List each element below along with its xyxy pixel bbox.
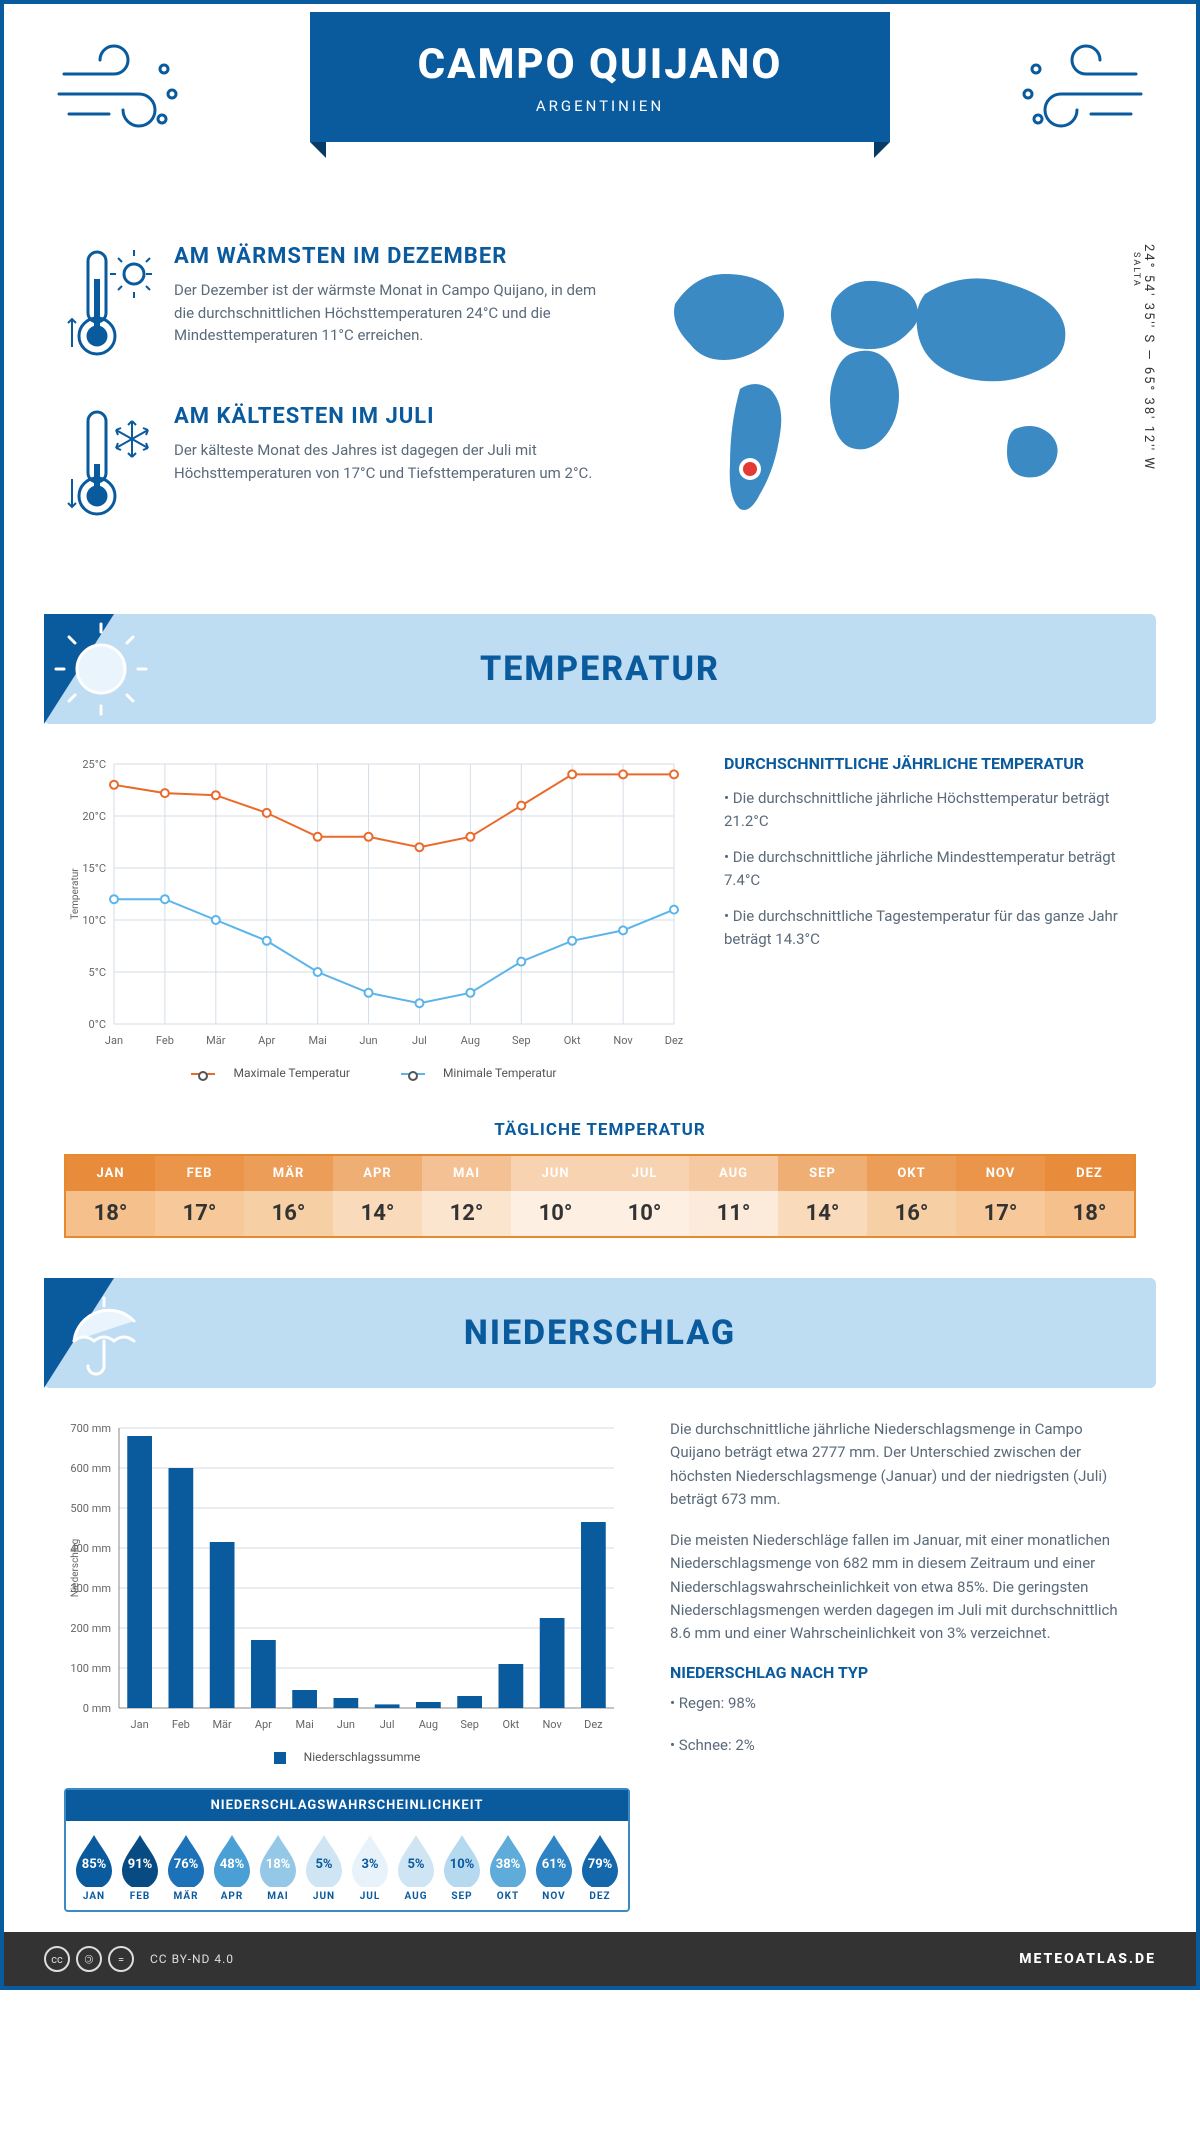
svg-text:Dez: Dez (665, 1034, 684, 1047)
svg-text:Jul: Jul (380, 1718, 395, 1731)
svg-text:Jul: Jul (412, 1034, 427, 1047)
precip-section-banner: NIEDERSCHLAG (44, 1278, 1156, 1388)
svg-text:Aug: Aug (419, 1718, 438, 1731)
svg-text:Mai: Mai (309, 1034, 327, 1047)
probability-drop: 48% APR (210, 1833, 254, 1902)
header-banner: CAMPO QUIJANO ARGENTINIEN (4, 4, 1196, 204)
svg-text:5°C: 5°C (89, 966, 106, 979)
daily-temp-title: TÄGLICHE TEMPERATUR (4, 1120, 1196, 1140)
svg-text:Jun: Jun (337, 1718, 355, 1731)
coldest-fact: AM KÄLTESTEN IM JULI Der kälteste Monat … (64, 404, 605, 528)
probability-drop: 76% MÄR (164, 1833, 208, 1902)
precip-type-2: • Schnee: 2% (670, 1734, 1136, 1757)
svg-text:Jan: Jan (105, 1034, 123, 1047)
footer: cc 🄯 = CC BY-ND 4.0 METEOATLAS.DE (4, 1932, 1196, 1986)
precip-heading: NIEDERSCHLAG (44, 1313, 1156, 1353)
coldest-title: AM KÄLTESTEN IM JULI (174, 404, 605, 429)
warmest-body: Der Dezember ist der wärmste Monat in Ca… (174, 279, 605, 347)
svg-text:Jan: Jan (131, 1718, 149, 1731)
precip-chart-legend: Niederschlagssumme (64, 1750, 630, 1764)
world-map (645, 244, 1105, 524)
probability-drop: 38% OKT (486, 1833, 530, 1902)
svg-text:25°C: 25°C (82, 758, 106, 771)
warmest-title: AM WÄRMSTEN IM DEZEMBER (174, 244, 605, 269)
temp-section-banner: TEMPERATUR (44, 614, 1156, 724)
coldest-body: Der kälteste Monat des Jahres ist dagege… (174, 439, 605, 484)
svg-text:500 mm: 500 mm (70, 1502, 111, 1515)
temp-note-3: • Die durchschnittliche Tagestemperatur … (724, 905, 1136, 950)
svg-text:10°C: 10°C (82, 914, 106, 927)
precip-type-1: • Regen: 98% (670, 1692, 1136, 1715)
warmest-fact: AM WÄRMSTEN IM DEZEMBER Der Dezember ist… (64, 244, 605, 368)
svg-text:Apr: Apr (258, 1034, 275, 1047)
temp-notes-heading: DURCHSCHNITTLICHE JÄHRLICHE TEMPERATUR (724, 754, 1136, 773)
brand-name: METEOATLAS.DE (1019, 1951, 1156, 1967)
svg-text:Jun: Jun (359, 1034, 377, 1047)
page-title: CAMPO QUIJANO (310, 40, 890, 89)
coordinates: 24° 54' 35'' S — 65° 38' 12'' W SALTA (1131, 244, 1156, 471)
svg-text:Okt: Okt (564, 1034, 581, 1047)
temp-note-1: • Die durchschnittliche jährliche Höchst… (724, 787, 1136, 832)
svg-text:200 mm: 200 mm (70, 1622, 111, 1635)
temp-heading: TEMPERATUR (44, 649, 1156, 689)
svg-text:0 mm: 0 mm (83, 1702, 111, 1715)
svg-text:Dez: Dez (584, 1718, 603, 1731)
svg-text:Feb: Feb (156, 1034, 174, 1047)
svg-text:600 mm: 600 mm (70, 1462, 111, 1475)
precip-paragraph-1: Die durchschnittliche jährliche Niedersc… (670, 1418, 1136, 1511)
svg-text:100 mm: 100 mm (70, 1662, 111, 1675)
probability-drop: 5% JUN (302, 1833, 346, 1902)
svg-text:Sep: Sep (460, 1718, 479, 1731)
page-subtitle: ARGENTINIEN (310, 97, 890, 115)
svg-text:Aug: Aug (461, 1034, 480, 1047)
temp-note-2: • Die durchschnittliche jährliche Mindes… (724, 846, 1136, 891)
precip-paragraph-2: Die meisten Niederschläge fallen im Janu… (670, 1529, 1136, 1645)
svg-text:Temperatur: Temperatur (70, 868, 81, 920)
probability-drop: 5% AUG (394, 1833, 438, 1902)
license-badge: cc 🄯 = CC BY-ND 4.0 (44, 1946, 234, 1972)
svg-text:Mär: Mär (212, 1718, 232, 1731)
svg-text:Niederschlag: Niederschlag (70, 1539, 81, 1598)
svg-text:Mär: Mär (206, 1034, 226, 1047)
svg-text:Feb: Feb (172, 1718, 190, 1731)
probability-title: NIEDERSCHLAGSWAHRSCHEINLICHKEIT (66, 1790, 628, 1821)
svg-text:Nov: Nov (542, 1718, 562, 1731)
svg-text:Nov: Nov (613, 1034, 633, 1047)
daily-temp-table: JANFEBMÄRAPRMAIJUNJULAUGSEPOKTNOVDEZ18°1… (64, 1154, 1136, 1238)
svg-text:700 mm: 700 mm (70, 1422, 111, 1435)
svg-text:Apr: Apr (255, 1718, 272, 1731)
thermo-hot-icon (64, 244, 154, 368)
svg-text:Okt: Okt (503, 1718, 520, 1731)
sun-icon (54, 622, 149, 721)
probability-drop: 10% SEP (440, 1833, 484, 1902)
svg-text:15°C: 15°C (82, 862, 106, 875)
precip-type-heading: NIEDERSCHLAG NACH TYP (670, 1663, 1136, 1682)
temp-chart-legend: Maximale Temperatur Minimale Temperatur (64, 1066, 684, 1080)
probability-drop: 18% MAI (256, 1833, 300, 1902)
probability-drop: 85% JAN (72, 1833, 116, 1902)
svg-text:Sep: Sep (512, 1034, 531, 1047)
probability-drop: 79% DEZ (578, 1833, 622, 1902)
probability-drop: 91% FEB (118, 1833, 162, 1902)
probability-drop: 3% JUL (348, 1833, 392, 1902)
wind-icon-left (54, 44, 184, 148)
precipitation-bar-chart: 0 mm100 mm200 mm300 mm400 mm500 mm600 mm… (64, 1418, 624, 1738)
svg-text:Mai: Mai (295, 1718, 313, 1731)
wind-icon-right (1016, 44, 1146, 148)
umbrella-icon (54, 1286, 149, 1385)
temperature-line-chart: 0°C 5°C 10°C 15°C 20°C 25°C Jan Feb Mär Apr Mai Jun… (64, 754, 684, 1054)
title-ribbon: CAMPO QUIJANO ARGENTINIEN (310, 12, 890, 142)
svg-text:0°C: 0°C (89, 1018, 106, 1031)
svg-text:20°C: 20°C (82, 810, 106, 823)
thermo-cold-icon (64, 404, 154, 528)
probability-box: NIEDERSCHLAGSWAHRSCHEINLICHKEIT 85% JAN … (64, 1788, 630, 1912)
probability-drop: 61% NOV (532, 1833, 576, 1902)
